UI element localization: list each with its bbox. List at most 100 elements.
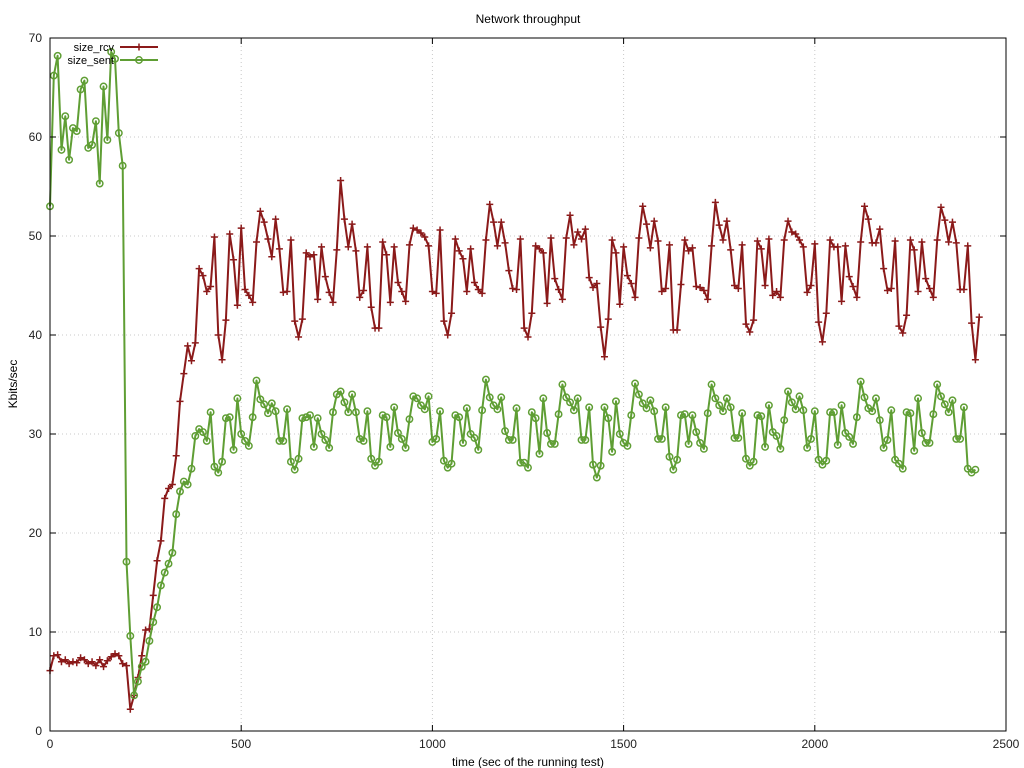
data-point-size-rcv xyxy=(107,653,115,661)
data-point-size-rcv xyxy=(742,320,750,328)
data-point-size-sent xyxy=(875,416,884,425)
data-point-size-rcv xyxy=(367,303,375,311)
data-point-size-sent xyxy=(573,394,582,403)
data-point-size-sent xyxy=(76,85,85,94)
data-point-size-rcv xyxy=(543,299,551,307)
data-point-size-rcv xyxy=(77,654,85,662)
data-point-size-sent xyxy=(803,443,812,452)
data-point-size-sent xyxy=(172,510,181,519)
data-point-size-sent xyxy=(516,458,525,467)
data-point-size-rcv xyxy=(421,233,429,241)
data-point-size-rcv xyxy=(887,284,895,292)
data-point-size-sent xyxy=(244,441,253,450)
data-point-size-sent xyxy=(776,444,785,453)
data-point-size-sent xyxy=(329,408,337,417)
data-point-size-sent xyxy=(539,394,548,403)
data-point-size-sent xyxy=(394,429,402,437)
data-point-size-rcv xyxy=(138,652,146,660)
data-point-size-rcv xyxy=(482,236,490,244)
data-point-size-sent xyxy=(187,464,196,473)
series-size-rcv xyxy=(46,177,983,713)
data-point-size-sent xyxy=(153,603,162,612)
data-point-size-rcv xyxy=(428,287,436,295)
data-point-size-rcv xyxy=(929,293,937,301)
data-point-size-sent xyxy=(845,433,854,441)
data-point-size-sent xyxy=(470,434,479,442)
data-point-size-sent xyxy=(485,393,494,402)
data-point-size-rcv xyxy=(295,333,303,341)
y-tick-label: 40 xyxy=(29,328,43,342)
data-point-size-sent xyxy=(868,407,877,416)
data-point-size-rcv xyxy=(314,295,322,303)
data-point-size-sent xyxy=(558,380,567,389)
data-point-size-rcv xyxy=(654,237,662,245)
data-point-size-rcv xyxy=(187,357,195,365)
data-point-size-rcv xyxy=(608,236,616,244)
data-point-size-rcv xyxy=(122,662,130,670)
data-point-size-sent xyxy=(420,405,429,414)
data-point-size-sent xyxy=(956,435,965,443)
data-point-size-rcv xyxy=(321,273,329,281)
data-point-size-rcv xyxy=(291,317,299,325)
data-point-size-sent xyxy=(80,76,89,85)
data-point-size-rcv xyxy=(681,236,689,244)
data-point-size-sent xyxy=(229,445,238,454)
data-point-size-rcv xyxy=(513,285,521,293)
data-point-size-rcv xyxy=(333,246,341,254)
data-point-size-sent xyxy=(348,390,357,399)
data-point-size-rcv xyxy=(298,315,306,323)
data-point-size-rcv xyxy=(153,557,161,565)
data-point-size-sent xyxy=(696,438,705,447)
data-point-size-sent xyxy=(937,392,945,401)
data-point-size-rcv xyxy=(845,273,853,281)
data-point-size-rcv xyxy=(841,242,849,250)
data-point-size-sent xyxy=(550,439,559,448)
data-point-size-sent xyxy=(321,435,330,444)
data-point-size-rcv xyxy=(734,284,742,292)
data-point-size-rcv xyxy=(818,338,826,346)
data-point-size-sent xyxy=(221,414,230,423)
data-point-size-sent xyxy=(520,458,529,467)
data-point-size-rcv xyxy=(344,243,352,251)
data-point-size-sent xyxy=(914,394,922,403)
data-point-size-sent xyxy=(397,435,406,443)
data-point-size-rcv xyxy=(948,218,956,226)
data-point-size-rcv xyxy=(260,218,268,226)
data-point-size-rcv xyxy=(360,286,368,294)
data-point-size-rcv xyxy=(803,288,811,296)
data-point-size-sent xyxy=(49,71,58,80)
data-point-size-sent xyxy=(654,435,662,443)
data-point-size-rcv xyxy=(524,333,532,341)
data-point-size-sent xyxy=(921,438,930,447)
data-point-size-rcv xyxy=(861,202,869,210)
data-point-size-sent xyxy=(218,457,227,466)
data-point-size-rcv xyxy=(585,274,593,282)
data-point-size-rcv xyxy=(658,287,666,295)
data-point-size-rcv xyxy=(191,339,199,347)
data-point-size-sent xyxy=(764,401,773,410)
data-point-size-rcv xyxy=(306,253,314,261)
data-point-size-sent xyxy=(344,408,353,417)
data-point-size-sent xyxy=(677,411,685,420)
data-point-size-sent xyxy=(462,404,471,413)
data-point-size-rcv xyxy=(891,237,899,245)
data-point-size-sent xyxy=(929,410,938,419)
data-point-size-sent xyxy=(176,487,184,496)
data-point-size-sent xyxy=(413,394,422,403)
data-point-size-sent xyxy=(531,414,540,423)
data-point-size-rcv xyxy=(635,234,643,242)
data-point-size-sent xyxy=(359,436,368,445)
data-point-size-sent xyxy=(757,412,766,421)
data-point-size-rcv xyxy=(643,220,651,228)
legend-marker-size-rcv xyxy=(135,43,143,51)
data-point-size-sent xyxy=(237,430,246,438)
data-point-size-rcv xyxy=(719,236,727,244)
data-point-size-sent xyxy=(852,413,861,422)
data-point-size-rcv xyxy=(623,272,631,280)
data-point-size-rcv xyxy=(486,200,494,208)
data-point-size-sent xyxy=(657,435,666,443)
data-point-size-rcv xyxy=(490,218,498,226)
data-point-size-rcv xyxy=(711,198,719,206)
data-point-size-sent xyxy=(715,401,724,410)
